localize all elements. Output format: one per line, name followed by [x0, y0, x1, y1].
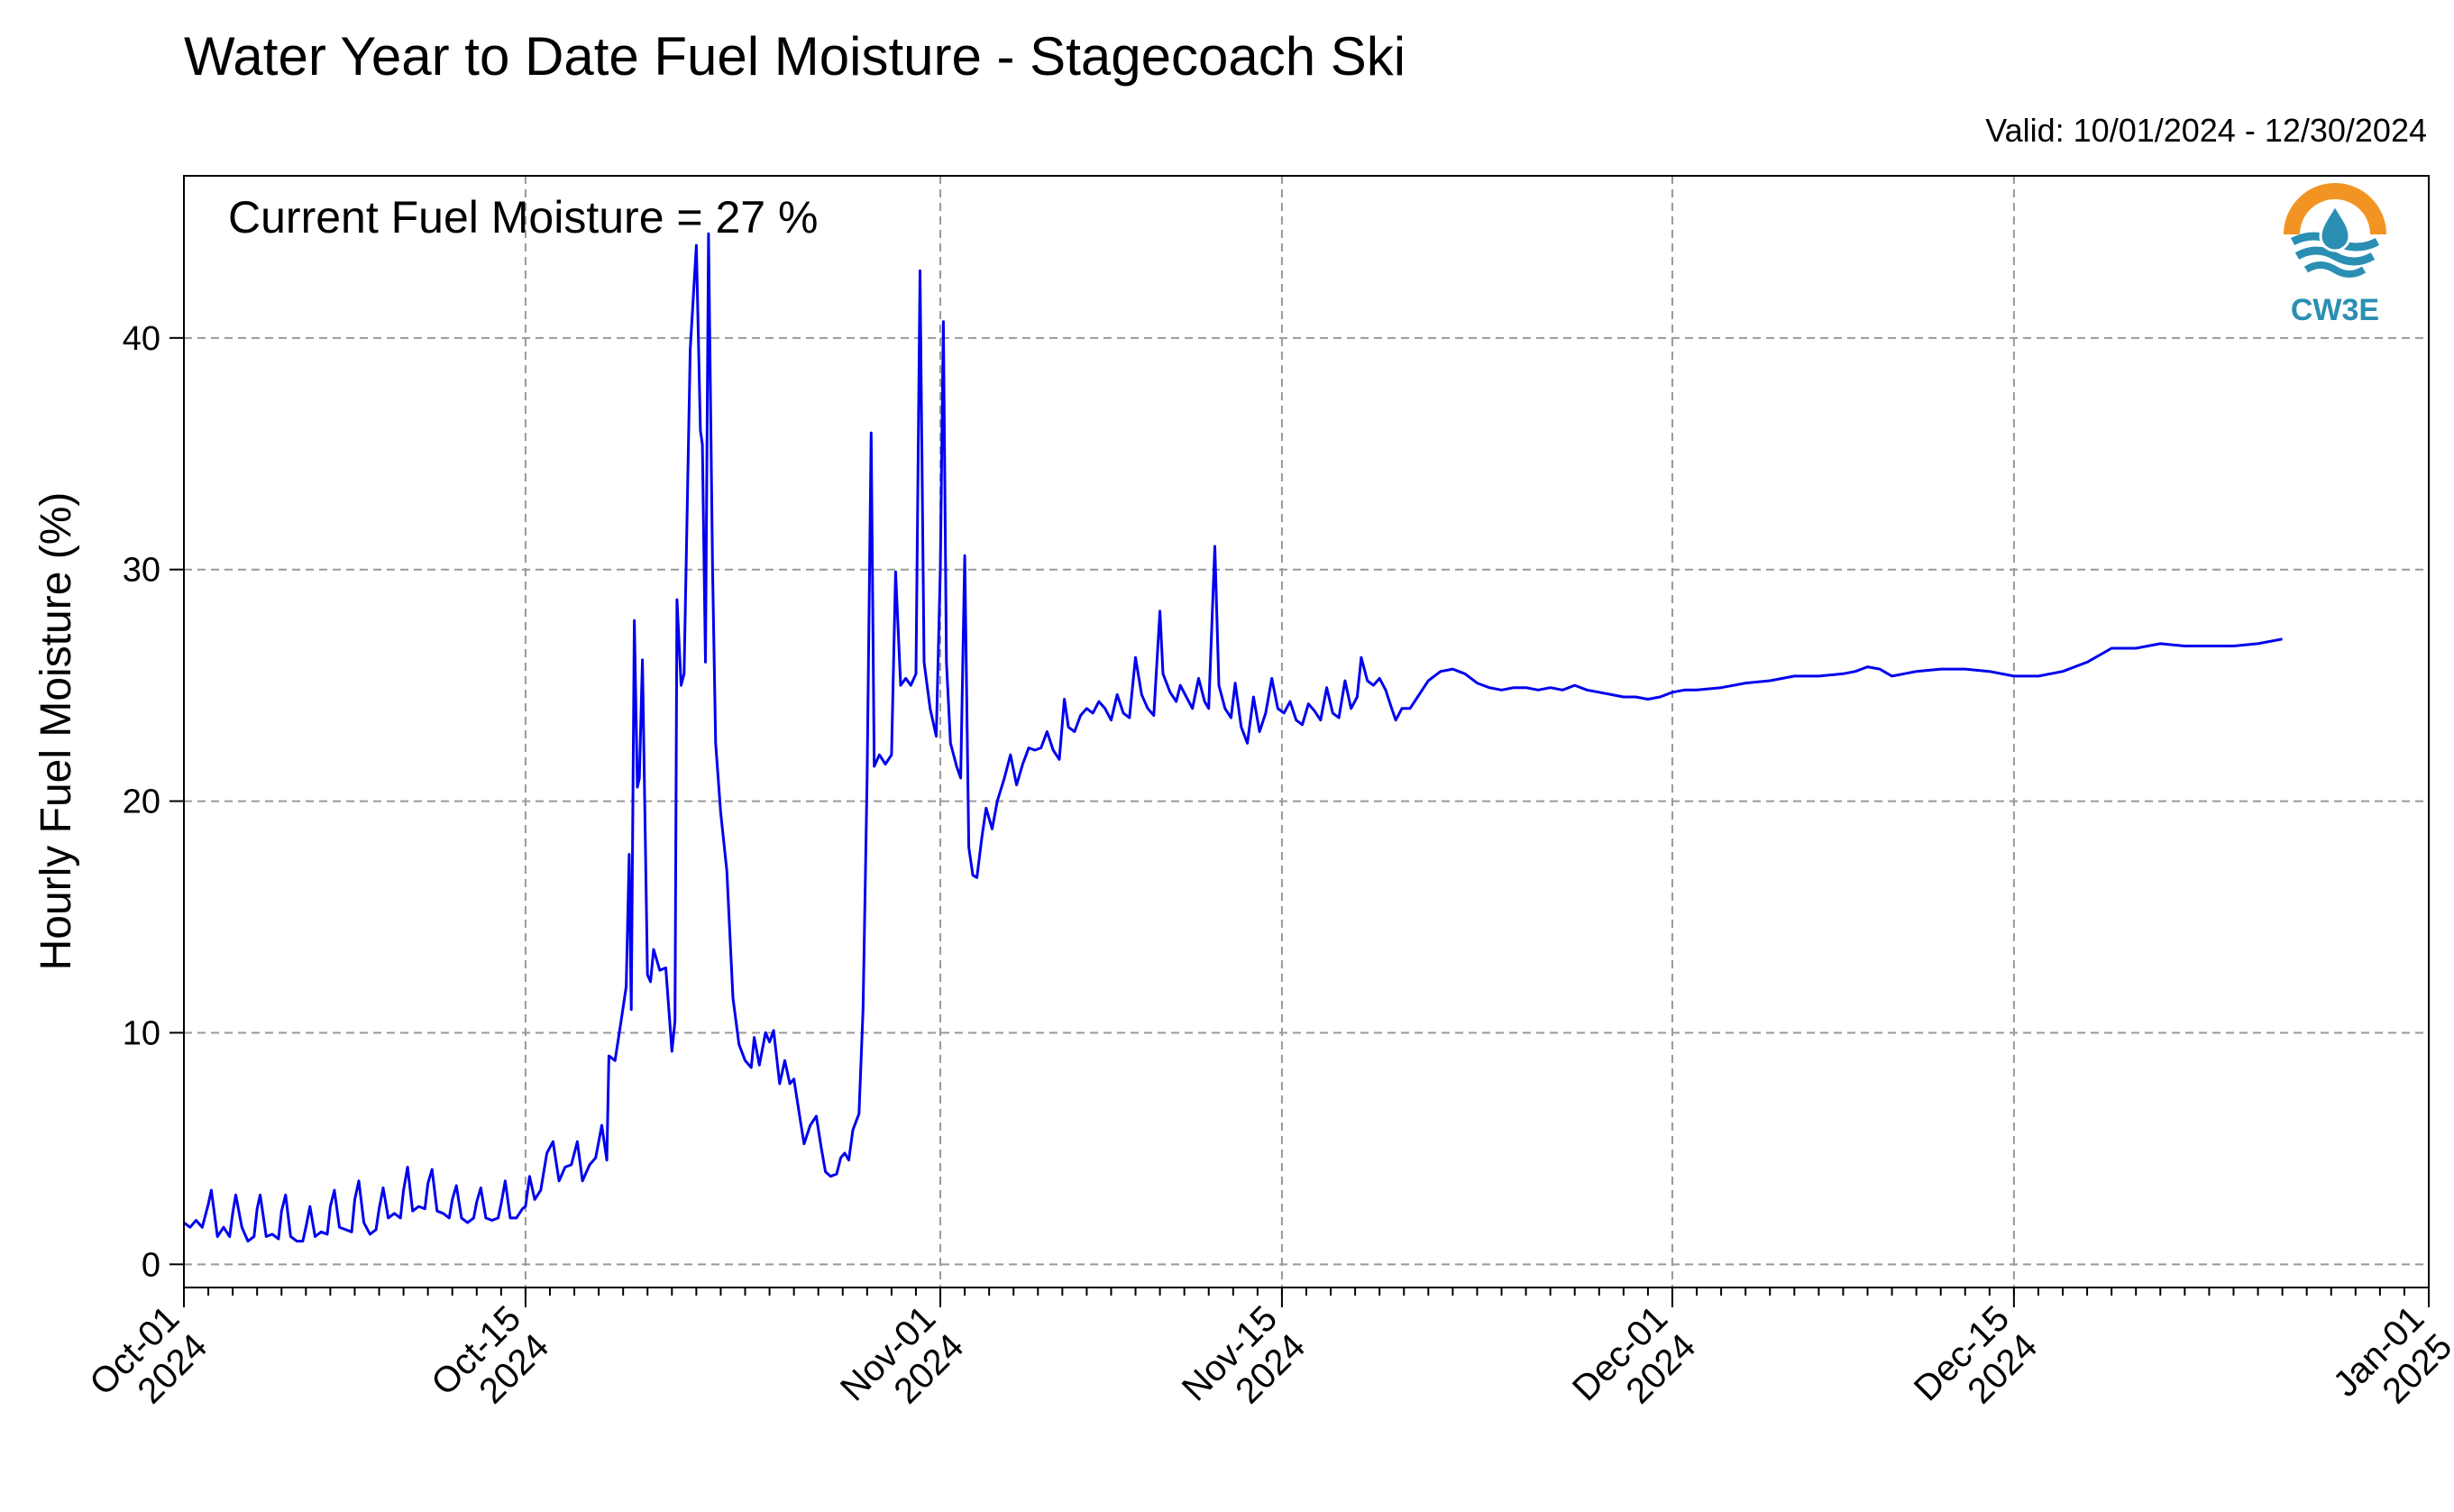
chart-subtitle: Valid: 10/01/2024 - 12/30/2024	[1985, 112, 2427, 149]
y-tick-label: 20	[123, 783, 160, 821]
y-tick-label: 30	[123, 552, 160, 590]
logo-drop-icon	[2319, 203, 2351, 252]
y-tick-label: 40	[123, 320, 160, 358]
logo-text: CW3E	[2291, 293, 2379, 327]
y-tick-label: 0	[142, 1246, 160, 1284]
logo-wave-3	[2303, 261, 2367, 278]
logo-wave-2	[2294, 246, 2376, 266]
y-tick-label: 10	[123, 1014, 160, 1052]
grid-lines	[183, 176, 2430, 1287]
current-moisture-annotation: Current Fuel Moisture = 27 %	[228, 192, 818, 243]
y-axis-label: Hourly Fuel Moisture (%)	[32, 492, 80, 971]
chart-title: Water Year to Date Fuel Moisture - Stage…	[184, 26, 1406, 87]
cw3e-logo: CW3E	[2284, 183, 2386, 327]
series-line-fuel-moisture	[183, 232, 2283, 1243]
plot-frame	[183, 175, 2430, 1288]
logo-sun-arc	[2284, 183, 2386, 235]
